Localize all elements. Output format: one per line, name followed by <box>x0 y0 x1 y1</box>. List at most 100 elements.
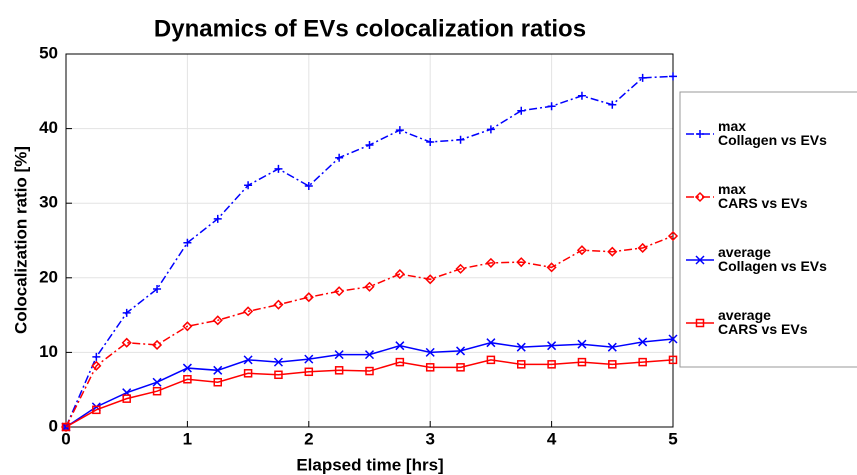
point <box>425 363 435 372</box>
series <box>61 355 678 432</box>
point <box>92 405 101 415</box>
plot-area <box>66 54 673 427</box>
point <box>547 360 556 369</box>
legend-marker <box>694 191 706 203</box>
point <box>244 181 253 190</box>
y-tick-label: 0 <box>49 416 58 435</box>
x-tick-label: 1 <box>183 429 192 448</box>
point <box>364 350 375 360</box>
point <box>516 342 526 352</box>
point <box>577 91 586 100</box>
series <box>60 230 679 433</box>
point <box>456 363 465 372</box>
point <box>304 367 314 377</box>
point <box>92 352 101 361</box>
point <box>213 377 222 387</box>
y-tick-label: 30 <box>39 193 58 212</box>
point <box>608 100 617 109</box>
legend-marker <box>695 255 705 265</box>
point <box>485 257 496 268</box>
point <box>213 365 223 375</box>
legend-label: max CARS vs EVs <box>718 181 808 211</box>
point <box>394 269 405 280</box>
point <box>486 338 496 348</box>
y-tick-label: 10 <box>39 342 58 361</box>
point <box>212 315 223 326</box>
point <box>243 369 253 378</box>
y-tick-label: 50 <box>39 43 58 62</box>
point <box>395 126 404 135</box>
legend-label: average CARS vs EVs <box>718 307 808 337</box>
point <box>152 377 162 387</box>
point <box>395 341 405 351</box>
legend-label: max Collagen vs EVs <box>718 118 827 148</box>
point <box>546 262 557 273</box>
point <box>425 347 435 357</box>
point <box>303 292 314 303</box>
point <box>91 360 102 371</box>
point <box>153 284 162 293</box>
legend-marker <box>695 318 705 328</box>
point <box>669 72 677 81</box>
point <box>182 321 193 332</box>
point <box>365 141 374 150</box>
point <box>151 339 163 351</box>
point <box>426 138 435 147</box>
point <box>334 286 345 297</box>
point <box>637 242 648 254</box>
point <box>121 337 132 348</box>
point <box>638 337 648 347</box>
x-tick-label: 4 <box>547 429 557 448</box>
point <box>122 394 131 403</box>
point <box>243 355 253 365</box>
point <box>425 274 436 285</box>
point <box>273 299 284 310</box>
point <box>334 366 344 375</box>
point <box>667 230 679 242</box>
chart-title: Dynamics of EVs colocalization ratios <box>154 15 586 42</box>
point <box>576 245 588 256</box>
x-tick-label: 0 <box>61 429 70 448</box>
point <box>638 73 647 82</box>
y-tick-label: 40 <box>39 118 58 137</box>
point <box>122 308 131 317</box>
point <box>304 354 314 364</box>
point <box>365 366 374 376</box>
point <box>334 350 344 360</box>
legend-marker <box>696 130 704 138</box>
point <box>152 386 162 396</box>
point <box>395 357 405 367</box>
legend-box <box>679 91 857 368</box>
series <box>62 72 677 431</box>
point <box>547 102 556 111</box>
point <box>607 246 618 257</box>
point <box>516 257 527 268</box>
point <box>304 182 313 191</box>
point <box>577 339 587 349</box>
legend-label: average Collagen vs EVs <box>718 244 827 274</box>
x-axis-label: Elapsed time [hrs] <box>296 455 443 474</box>
x-tick-label: 3 <box>425 429 434 448</box>
point <box>517 106 526 115</box>
series <box>61 334 678 432</box>
point <box>183 375 192 384</box>
point <box>274 164 283 173</box>
x-tick-label: 2 <box>304 429 313 448</box>
point <box>182 363 192 373</box>
point <box>486 355 496 365</box>
point <box>608 360 617 369</box>
point <box>274 370 283 380</box>
point <box>668 334 678 344</box>
point <box>61 422 71 432</box>
point <box>273 357 283 367</box>
point <box>243 306 254 317</box>
point <box>486 125 495 134</box>
line <box>65 359 674 428</box>
point <box>577 357 587 367</box>
point <box>335 153 344 162</box>
point <box>638 357 647 367</box>
point <box>455 263 466 274</box>
point <box>213 214 222 223</box>
x-tick-label: 5 <box>668 429 677 448</box>
